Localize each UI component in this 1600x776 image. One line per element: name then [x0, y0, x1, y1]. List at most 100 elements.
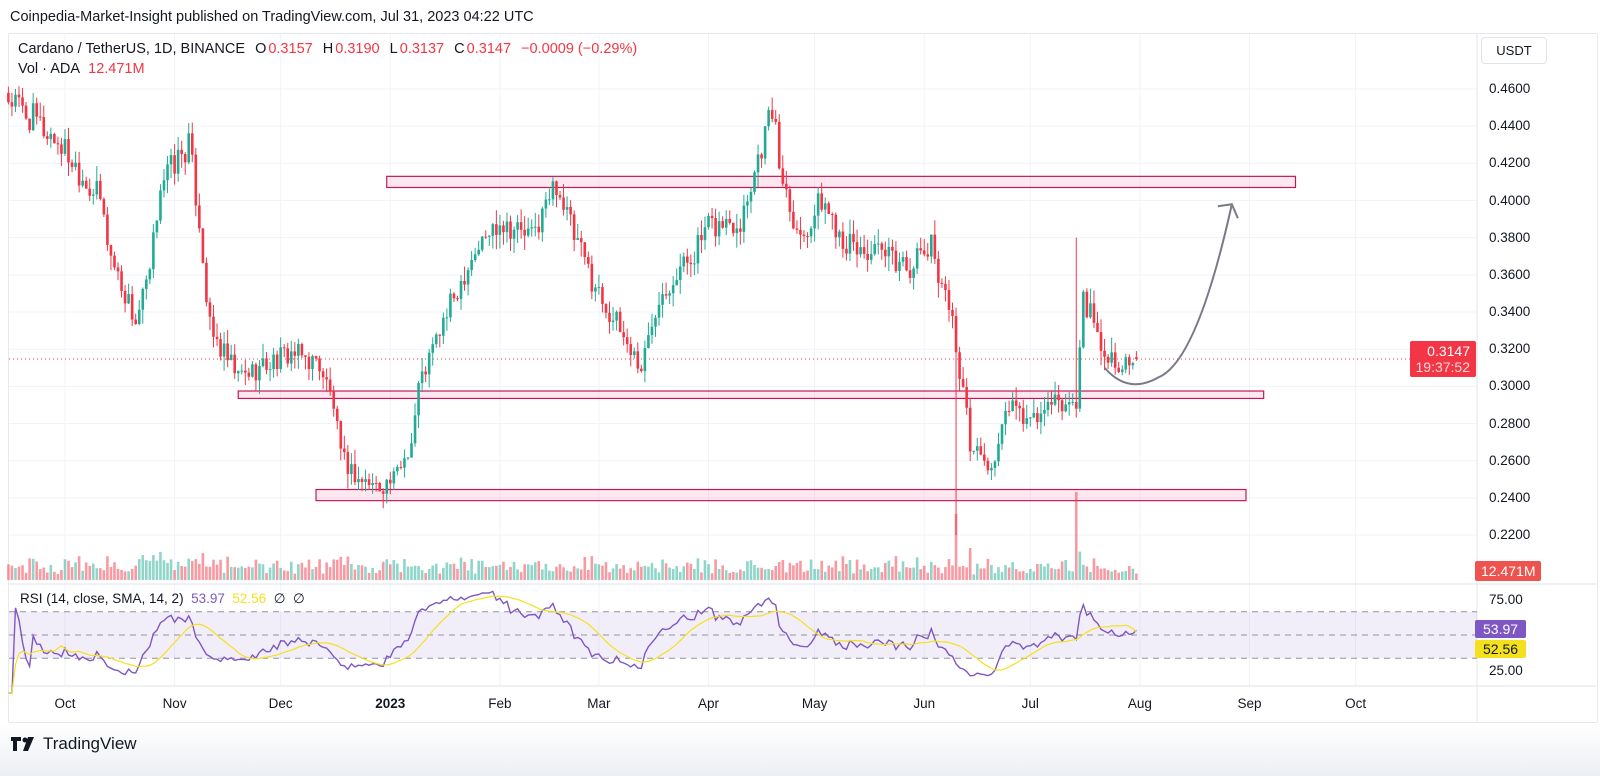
- volume-bar: [830, 567, 834, 580]
- volume-bar: [208, 566, 212, 580]
- symbol-title[interactable]: Cardano / TetherUS, 1D, BINANCE: [18, 41, 245, 57]
- volume-bar: [724, 570, 728, 580]
- volume-bar: [777, 562, 781, 580]
- candle-up: [137, 309, 141, 325]
- candle-down: [456, 298, 459, 300]
- candle-down: [134, 319, 137, 325]
- candle-down: [1074, 401, 1078, 409]
- volume-bar: [640, 566, 643, 580]
- candle-up: [548, 199, 551, 201]
- volume-bar: [343, 565, 346, 580]
- volume-bar: [1025, 573, 1029, 580]
- volume-bar: [1099, 568, 1103, 580]
- volume-bar: [643, 565, 647, 580]
- volume-bar: [519, 572, 523, 580]
- candle-down: [35, 103, 38, 117]
- candle-up: [838, 231, 841, 238]
- currency-button[interactable]: USDT: [1481, 37, 1547, 64]
- candle-down: [785, 183, 788, 190]
- volume-bar: [912, 567, 915, 580]
- volume-bar: [671, 569, 675, 580]
- volume-bar: [169, 559, 173, 580]
- candle-up: [392, 471, 396, 484]
- candle-down: [343, 448, 346, 453]
- volume-label[interactable]: Vol · ADA: [18, 61, 81, 77]
- volume-bar: [1050, 568, 1053, 580]
- candle-down: [714, 218, 717, 237]
- tradingview-logo[interactable]: TradingView: [11, 734, 137, 754]
- volume-bar: [555, 566, 558, 580]
- volume-bar: [275, 560, 279, 580]
- volume-bar: [869, 568, 873, 580]
- candle-up: [417, 383, 420, 416]
- candle-down: [399, 466, 403, 468]
- candle-up: [1025, 418, 1029, 424]
- candle-up: [364, 479, 367, 482]
- volume-bar: [1120, 571, 1124, 580]
- volume-bar: [272, 563, 275, 580]
- candle-up: [159, 190, 162, 221]
- volume-bar: [594, 563, 597, 580]
- price-tick: 0.4000: [1489, 192, 1531, 208]
- candle-up: [512, 229, 516, 239]
- volume-bar: [544, 563, 548, 580]
- candle-down: [1007, 410, 1011, 412]
- volume-bar: [569, 571, 572, 580]
- candle-down: [282, 347, 286, 349]
- candle-down: [304, 355, 307, 357]
- volume-bar: [332, 559, 336, 580]
- volume-bar: [1124, 570, 1128, 580]
- candle-up: [403, 458, 406, 468]
- candle-down: [579, 238, 583, 243]
- candle-up: [251, 364, 254, 377]
- volume-bar: [629, 568, 633, 580]
- volume-bar: [1036, 564, 1039, 580]
- candle-up: [809, 228, 813, 237]
- projection-arrow: [1103, 204, 1233, 386]
- volume-bar: [449, 564, 452, 580]
- candle-down: [265, 358, 268, 370]
- volume-bar: [1018, 571, 1021, 580]
- tradingview-brand: TradingView: [43, 734, 137, 753]
- candle-up: [297, 344, 300, 356]
- volume-bar: [95, 568, 99, 580]
- candle-down: [88, 188, 92, 196]
- chart-frame: [8, 33, 1598, 723]
- volume-bar: [413, 565, 417, 580]
- volume-bar: [268, 567, 272, 580]
- candle-down: [572, 214, 576, 240]
- candle-down: [113, 255, 116, 268]
- candle-down: [1060, 400, 1064, 412]
- candle-up: [912, 268, 915, 278]
- candle-down: [116, 267, 120, 272]
- volume-bar: [986, 558, 990, 580]
- volume-bar: [438, 573, 442, 580]
- candle-down: [862, 247, 866, 254]
- volume-bar: [364, 566, 367, 580]
- volume-bar: [866, 571, 869, 580]
- candle-down: [321, 371, 325, 378]
- candle-up: [1004, 410, 1007, 425]
- volume-bar: [106, 556, 109, 580]
- volume-bar: [1021, 570, 1025, 580]
- volume-bar: [229, 566, 233, 580]
- volume-bar: [233, 567, 237, 580]
- volume-bar: [1078, 551, 1082, 580]
- volume-bar: [898, 571, 901, 580]
- volume-bar: [205, 566, 208, 580]
- candle-up: [162, 180, 166, 191]
- volume-bar: [838, 571, 841, 580]
- candle-down: [226, 343, 229, 361]
- candle-down: [1128, 357, 1131, 366]
- rsi-label[interactable]: RSI (14, close, SMA, 14, 2): [20, 591, 184, 606]
- candle-down: [884, 249, 887, 257]
- volume-bar: [201, 553, 205, 580]
- volume-bar: [495, 565, 498, 580]
- price-tick: 0.4600: [1489, 81, 1531, 96]
- candle-up: [526, 228, 530, 236]
- volume-bar: [166, 562, 169, 580]
- candle-down: [120, 271, 123, 292]
- volume-bar: [226, 556, 229, 580]
- candle-down: [374, 483, 378, 485]
